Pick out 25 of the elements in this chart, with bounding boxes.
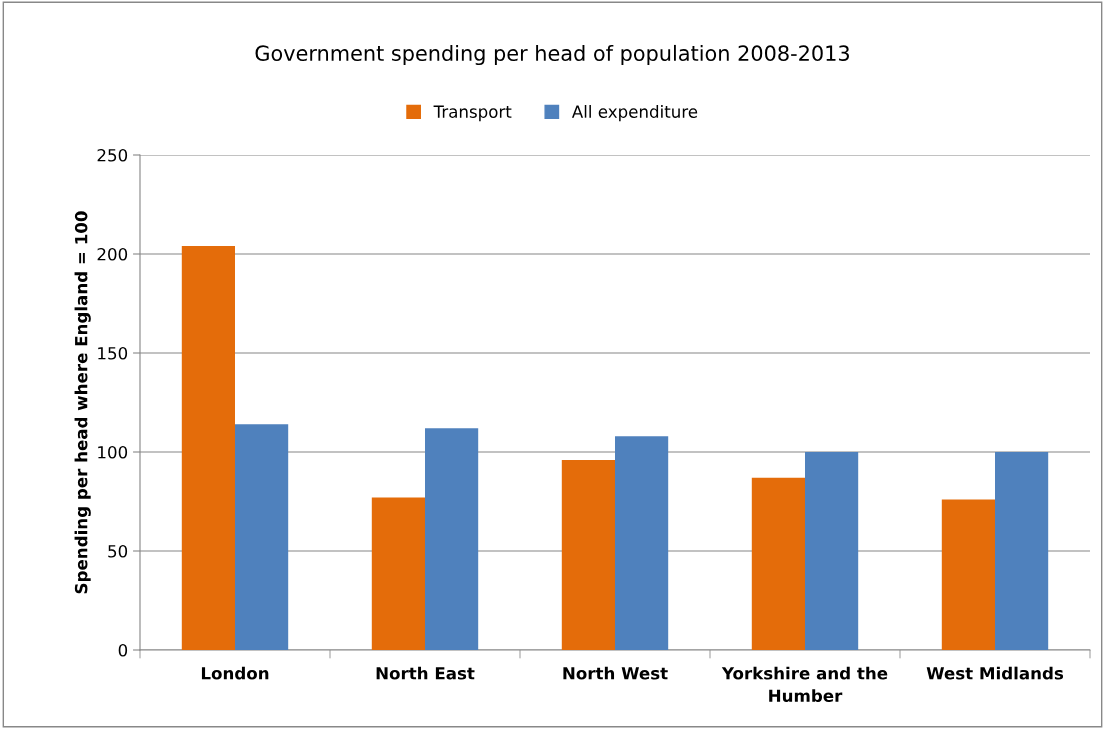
y-tick-label: 250: [97, 148, 128, 162]
y-axis-title: Spending per head where England = 100: [74, 211, 91, 594]
bar: [941, 499, 995, 650]
legend-label: All expenditure: [571, 105, 698, 122]
y-tick-label: 100: [98, 445, 128, 459]
y-tick-label: 50: [108, 544, 128, 558]
x-tick-label: West Midlands: [926, 666, 1064, 680]
y-tick-label: 0: [118, 643, 128, 657]
bar: [805, 452, 859, 650]
bar: [235, 424, 289, 650]
y-tick-label: 200: [97, 247, 128, 261]
x-tick-label: Yorkshire and the Humber: [721, 666, 888, 703]
x-tick-label: North West: [563, 666, 668, 680]
y-tick-label: 150: [98, 346, 128, 360]
bar: [751, 477, 805, 650]
bar: [181, 246, 235, 650]
chart-title: Government spending per head of population 2008-2013: [255, 44, 849, 66]
bar: [561, 459, 615, 650]
x-tick-label: London: [201, 666, 269, 680]
bar: [615, 436, 669, 650]
bar: [371, 497, 425, 650]
x-tick-label: North East: [376, 666, 475, 680]
legend-label: Transport: [433, 105, 512, 122]
bar: [425, 428, 479, 650]
bar: [995, 452, 1049, 650]
